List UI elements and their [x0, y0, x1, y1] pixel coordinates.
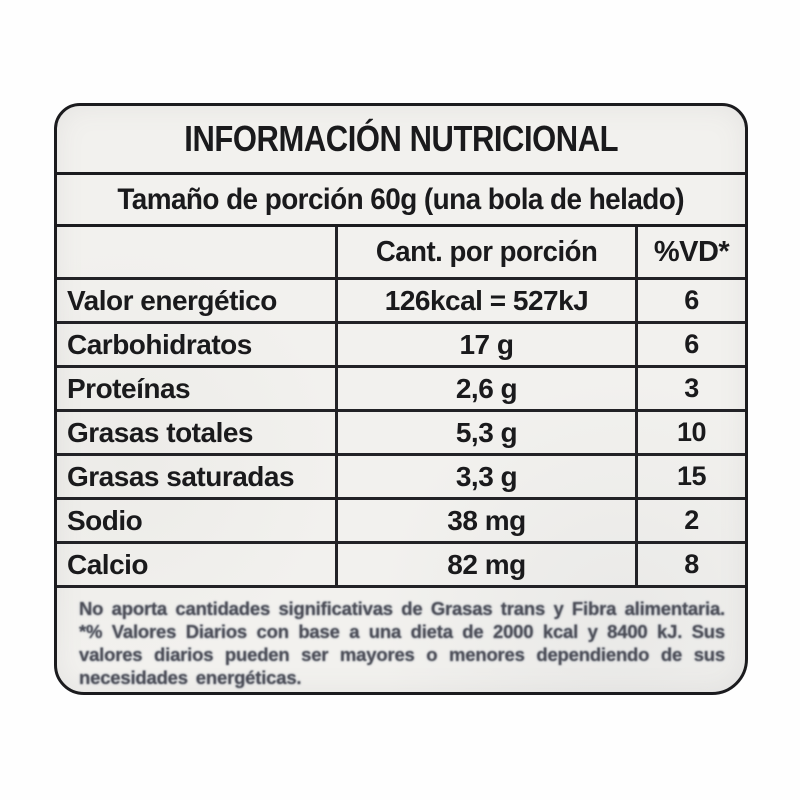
nutrient-name: Proteínas [57, 368, 338, 412]
nutrient-daily-value: 2 [638, 500, 745, 544]
nutrient-amount: 82 mg [338, 544, 638, 588]
nutrient-amount: 17 g [338, 324, 638, 368]
table-row: Grasas saturadas 3,3 g 15 [57, 456, 745, 500]
nutrient-amount: 3,3 g [338, 456, 638, 500]
nutrient-name: Valor energético [57, 280, 338, 324]
header-amount-label: Cant. por porción [375, 235, 598, 268]
nutrient-daily-value: 6 [638, 324, 745, 368]
nutrient-daily-value: 10 [638, 412, 745, 456]
nutrient-daily-value: 15 [638, 456, 745, 500]
serving-size-text: Tamaño de porción 60g (una bola de helad… [117, 182, 685, 216]
nutrient-daily-value: 8 [638, 544, 745, 588]
header-amount-cell: Cant. por porción [338, 227, 638, 280]
nutrient-name: Sodio [57, 500, 338, 544]
table-header-row: Cant. por porción %VD* [57, 227, 745, 280]
nutrient-name: Calcio [57, 544, 338, 588]
table-row: Valor energético 126kcal = 527kJ 6 [57, 280, 745, 324]
table-row: Calcio 82 mg 8 [57, 544, 745, 588]
label-title: INFORMACIÓN NUTRICIONAL [184, 118, 618, 159]
nutrient-amount: 2,6 g [338, 368, 638, 412]
nutrient-amount: 38 mg [338, 500, 638, 544]
table-row: Carbohidratos 17 g 6 [57, 324, 745, 368]
footnote-text: No aporta cantidades significativas de G… [79, 598, 725, 688]
table-row: Grasas totales 5,3 g 10 [57, 412, 745, 456]
table-row: Sodio 38 mg 2 [57, 500, 745, 544]
nutrient-name: Carbohidratos [57, 324, 338, 368]
nutrient-name: Grasas saturadas [57, 456, 338, 500]
nutrient-daily-value: 3 [638, 368, 745, 412]
label-title-row: INFORMACIÓN NUTRICIONAL [57, 106, 745, 175]
nutrient-name: Grasas totales [57, 412, 338, 456]
nutrition-label: INFORMACIÓN NUTRICIONAL Tamaño de porció… [54, 103, 748, 695]
nutrient-amount: 5,3 g [338, 412, 638, 456]
nutrient-amount: 126kcal = 527kJ [338, 280, 638, 324]
serving-size-row: Tamaño de porción 60g (una bola de helad… [57, 175, 745, 227]
nutrient-daily-value: 6 [638, 280, 745, 324]
header-daily-value-label: %VD* [653, 235, 730, 268]
header-nutrient-cell [57, 227, 338, 280]
header-daily-value-cell: %VD* [638, 227, 745, 280]
table-row: Proteínas 2,6 g 3 [57, 368, 745, 412]
